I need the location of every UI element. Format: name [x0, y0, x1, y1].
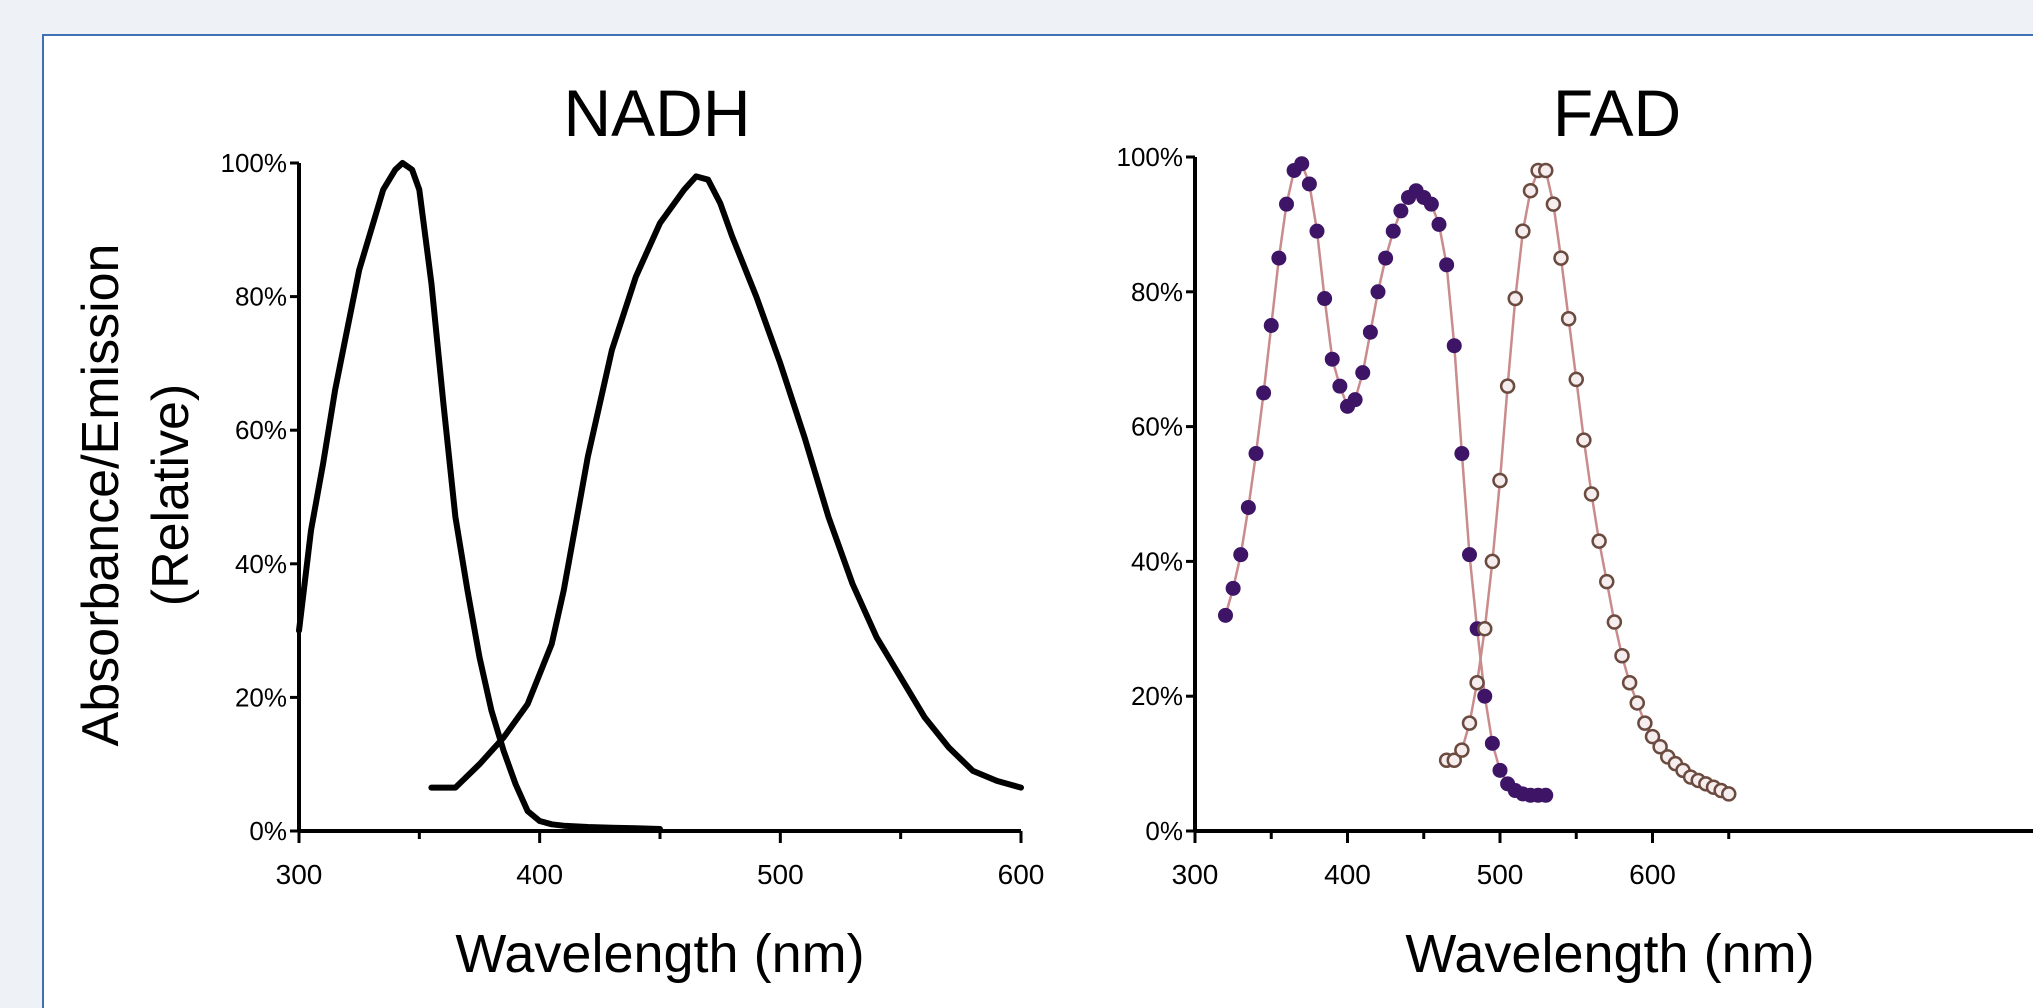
data-point-fad-abs	[1301, 176, 1317, 192]
y-axis-label-line2: (Relative)	[142, 384, 200, 607]
data-point-fad-abs	[1439, 257, 1455, 273]
x-tick-label-nadh: 500	[757, 859, 804, 890]
data-point-fad-em	[1721, 786, 1737, 802]
data-point-fad-em	[1652, 739, 1668, 755]
data-point-fad-abs	[1271, 250, 1287, 266]
data-point-fad-em	[1492, 472, 1508, 489]
data-point-fad-abs	[1446, 338, 1462, 354]
data-point-fad-abs	[1309, 223, 1325, 239]
chart-title-nadh: NADH	[563, 76, 750, 150]
data-point-fad-abs	[1332, 378, 1348, 394]
x-axis-label-nadh: Wavelength (nm)	[455, 924, 864, 984]
data-point-fad-abs	[1477, 688, 1493, 704]
data-point-fad-em	[1637, 715, 1653, 731]
data-point-fad-em	[1446, 752, 1462, 768]
data-point-fad-em	[1621, 674, 1638, 691]
y-tick-label-fad: 0%	[1145, 816, 1183, 846]
y-tick-label-fad: 20%	[1131, 681, 1183, 711]
data-point-fad-em	[1507, 290, 1523, 307]
data-point-fad-abs	[1370, 284, 1386, 300]
data-point-fad-em	[1606, 614, 1623, 630]
y-tick-label-nadh: 40%	[235, 549, 287, 579]
data-point-fad-abs	[1362, 324, 1378, 340]
data-point-fad-abs	[1462, 547, 1477, 563]
data-point-fad-abs	[1378, 250, 1394, 266]
x-tick-label-fad: 400	[1324, 859, 1371, 890]
x-tick-label-fad: 500	[1477, 859, 1524, 890]
series-line-nadh-0	[296, 160, 663, 832]
data-point-fad-em	[1568, 371, 1584, 388]
data-point-fad-abs	[1240, 499, 1256, 515]
series-line-nadh-1	[428, 173, 1024, 791]
data-point-fad-abs	[1225, 580, 1241, 596]
data-point-fad-abs	[1317, 291, 1333, 307]
data-point-fad-em	[1499, 378, 1516, 394]
data-point-fad-abs	[1279, 196, 1294, 212]
x-tick-label-nadh: 600	[998, 859, 1045, 890]
data-point-fad-abs	[1355, 365, 1371, 381]
data-point-fad-em	[1629, 695, 1645, 711]
data-point-fad-em	[1583, 486, 1600, 502]
data-point-fad-abs	[1393, 203, 1409, 219]
data-point-fad-em	[1553, 250, 1569, 266]
x-tick-label-nadh: 400	[516, 859, 563, 890]
data-point-fad-abs	[1385, 223, 1401, 239]
data-point-fad-abs	[1347, 392, 1363, 408]
chart-title-fad: FAD	[1553, 76, 1681, 150]
data-point-fad-em	[1560, 311, 1577, 327]
data-point-fad-em	[1538, 162, 1554, 179]
data-point-fad-em	[1576, 432, 1592, 448]
data-point-fad-em	[1591, 533, 1607, 549]
data-point-fad-abs	[1233, 547, 1249, 563]
y-tick-label-nadh: 0%	[249, 816, 287, 846]
nadh-chart: NADH Wavelength (nm) 0% 20% 40% 60% 80% 100% 3…	[221, 76, 1045, 984]
data-point-fad-abs	[1431, 216, 1447, 232]
data-point-fad-abs	[1248, 446, 1264, 462]
data-point-fad-em	[1522, 182, 1539, 199]
data-point-fad-em	[1515, 223, 1531, 239]
x-axis-label-fad: Wavelength (nm)	[1405, 924, 1814, 984]
y-tick-label-nadh: 80%	[235, 282, 287, 312]
data-point-fad-abs	[1484, 735, 1500, 751]
data-point-fad-em	[1599, 573, 1615, 590]
data-point-fad-abs	[1256, 385, 1272, 401]
x-tick-label-fad: 300	[1172, 859, 1219, 890]
data-point-fad-em	[1461, 715, 1478, 731]
data-point-fad-abs	[1538, 787, 1554, 803]
y-axis-label-line1: Absorbance/Emission	[72, 244, 130, 747]
data-point-fad-abs	[1492, 762, 1508, 778]
data-point-fad-em	[1545, 196, 1562, 212]
data-point-fad-em	[1484, 553, 1501, 570]
data-point-fad-em	[1477, 621, 1493, 637]
slide-frame	[42, 34, 2033, 1008]
data-point-fad-em	[1614, 648, 1630, 664]
data-point-fad-abs	[1454, 446, 1470, 462]
x-tick-label-nadh: 300	[276, 859, 323, 890]
x-tick-label-fad: 600	[1629, 859, 1676, 890]
data-point-fad-abs	[1263, 318, 1279, 333]
data-point-fad-em	[1469, 674, 1485, 691]
data-point-fad-abs	[1218, 607, 1233, 623]
y-tick-label-fad: 60%	[1131, 412, 1183, 442]
data-point-fad-abs	[1294, 156, 1310, 172]
fad-chart: FAD Wavelength (nm) 0% 20% 40% 60% 80% 100% 30…	[1117, 76, 2033, 984]
y-tick-label-fad: 40%	[1131, 546, 1183, 576]
data-point-fad-em	[1454, 742, 1470, 758]
data-point-fad-em	[1644, 728, 1661, 745]
data-point-fad-abs	[1324, 351, 1340, 367]
y-tick-label-nadh: 60%	[235, 415, 287, 445]
y-tick-label-fad: 100%	[1117, 142, 1184, 172]
y-tick-label-nadh: 20%	[235, 682, 287, 712]
y-tick-label-fad: 80%	[1131, 277, 1183, 307]
data-point-fad-abs	[1423, 196, 1439, 212]
y-tick-label-nadh: 100%	[221, 148, 288, 178]
